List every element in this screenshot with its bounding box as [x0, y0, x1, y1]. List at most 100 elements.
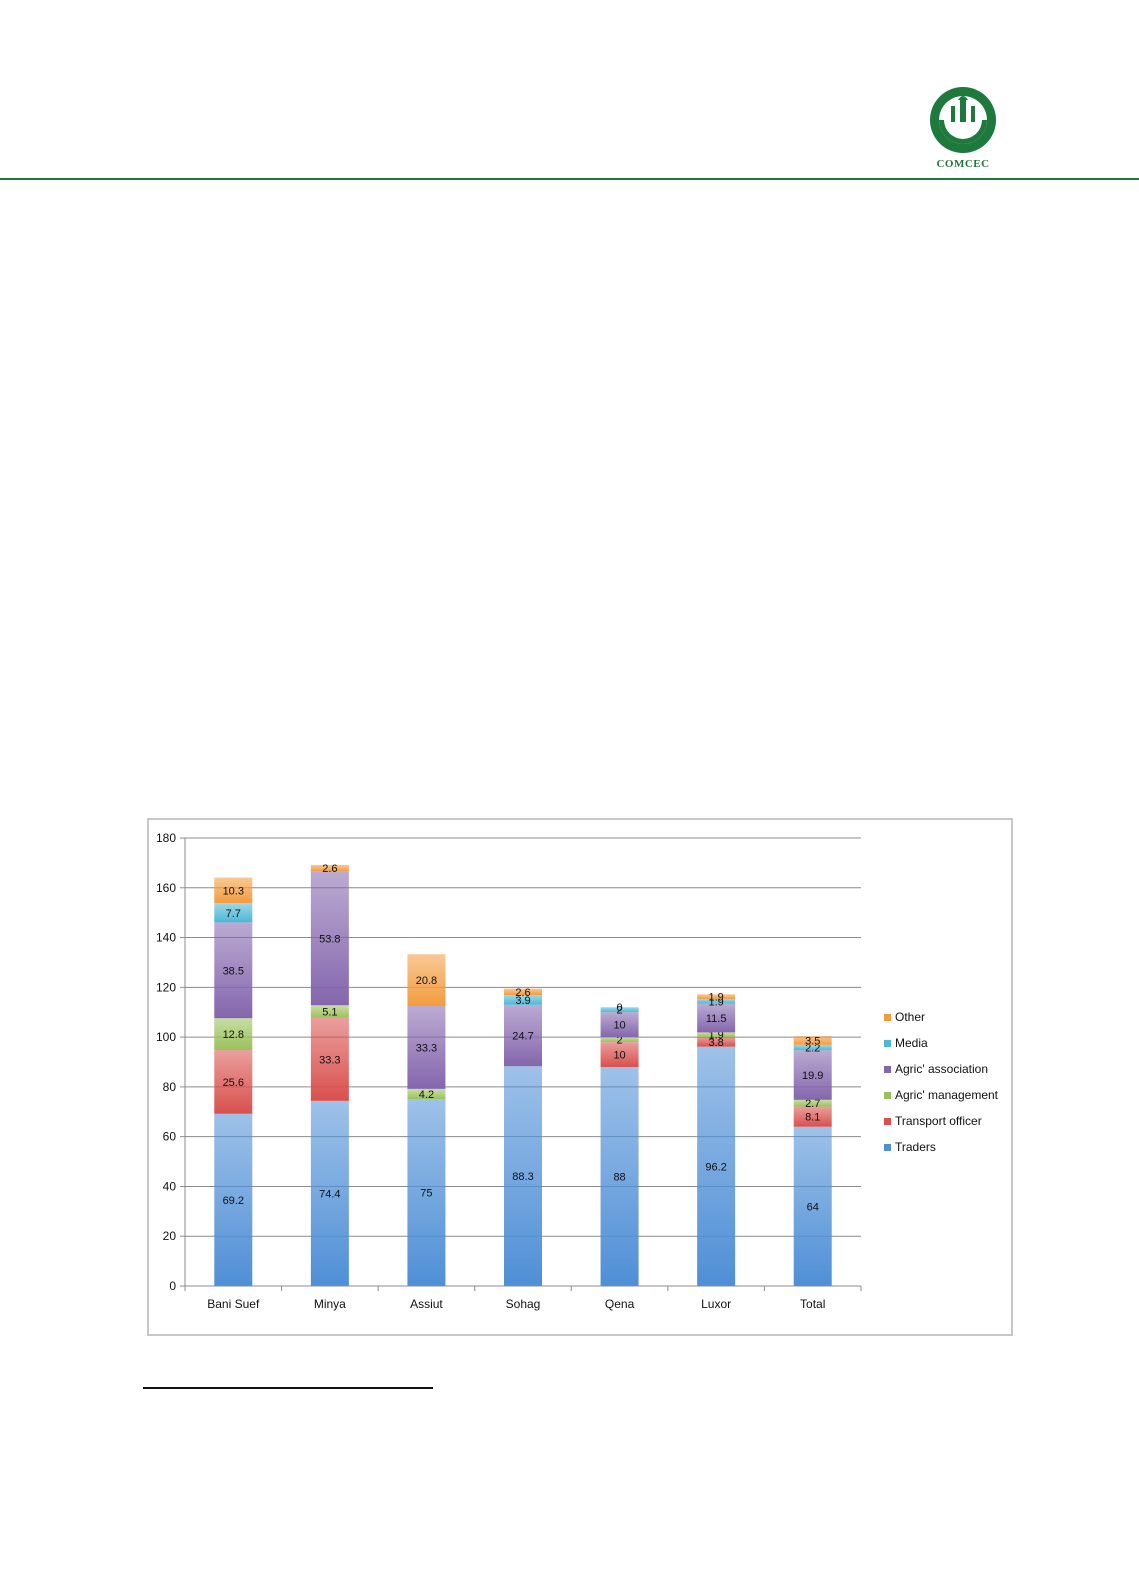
bar-segment	[310, 1005, 349, 1018]
bar-segment	[697, 994, 736, 1000]
data-label: 1.9	[708, 992, 723, 1004]
legend-item: Agric' association	[884, 1056, 998, 1082]
legend-swatch	[884, 1065, 891, 1073]
bar-segment	[310, 871, 349, 1006]
data-label: 2.6	[322, 863, 337, 875]
header-rule	[0, 178, 1139, 180]
legend-label: Media	[895, 1036, 928, 1050]
bar-segment	[697, 999, 736, 1004]
legend-label: Traders	[895, 1140, 936, 1154]
legend-swatch	[884, 1143, 891, 1151]
legend-label: Other	[895, 1010, 926, 1024]
data-label: 7.7	[226, 908, 241, 920]
y-tick-label: 80	[163, 1080, 177, 1094]
data-label: 10	[613, 1050, 625, 1062]
data-label: 33.3	[416, 1042, 437, 1054]
y-tick-label: 160	[156, 881, 176, 895]
x-tick-label: Total	[800, 1297, 825, 1311]
bar-segment	[697, 1046, 736, 1286]
data-label: 1.9	[708, 1030, 723, 1042]
data-label: 19.9	[802, 1070, 823, 1082]
bar-segment	[214, 922, 253, 1019]
y-tick-label: 120	[156, 980, 176, 994]
bar-segment	[504, 1066, 542, 1286]
bar-segment	[793, 1036, 832, 1045]
data-label: 8.1	[805, 1112, 820, 1124]
data-label: 2.6	[515, 987, 530, 999]
legend-label: Agric' association	[895, 1062, 988, 1076]
x-tick-label: Minya	[314, 1297, 346, 1311]
x-tick-label: Sohag	[506, 1297, 541, 1311]
data-label: 64	[807, 1201, 819, 1213]
bar-segment	[407, 1099, 446, 1286]
data-label: 10	[613, 1020, 625, 1032]
data-label: 0	[617, 1002, 623, 1014]
bar-segment	[793, 1050, 832, 1100]
bar-segment	[214, 1113, 253, 1286]
bar-segment	[793, 1099, 832, 1107]
data-label: 3.9	[515, 995, 530, 1007]
data-label: 20.8	[416, 975, 437, 987]
legend-swatch	[884, 1013, 891, 1021]
legend-swatch	[884, 1091, 891, 1099]
comcec-emblem-icon	[930, 87, 996, 153]
x-tick-label: Bani Suef	[207, 1297, 260, 1311]
legend-label: Transport officer	[895, 1114, 982, 1128]
data-label: 2.2	[805, 1043, 820, 1055]
bar-segment	[600, 1012, 639, 1038]
y-tick-label: 60	[163, 1130, 177, 1144]
footnote-rule	[143, 1387, 433, 1389]
y-tick-label: 0	[169, 1279, 176, 1293]
bar-segment	[407, 1088, 446, 1100]
data-label: 75	[420, 1188, 432, 1200]
x-tick-label: Assiut	[410, 1297, 443, 1311]
legend-label: Agric' management	[895, 1088, 999, 1102]
data-label: 96.2	[705, 1161, 726, 1173]
legend-swatch	[884, 1117, 891, 1125]
legend-item: Other	[884, 1004, 998, 1030]
legend-item: Agric' management	[884, 1082, 998, 1108]
bar-segment	[214, 1018, 253, 1051]
bar-segment	[407, 954, 446, 1006]
bar-segment	[310, 1100, 349, 1286]
bar-segment	[697, 1037, 736, 1047]
chart-frame: 0 20 40 60 80 100 120 140 160 180 69.2 25.6 12.8 38.5…	[147, 818, 1013, 1336]
data-label: 38.5	[223, 965, 244, 977]
data-label: 24.7	[512, 1030, 533, 1042]
y-tick-label: 20	[163, 1229, 177, 1243]
y-tick-label: 40	[163, 1179, 177, 1193]
y-tick-label: 180	[156, 831, 176, 845]
legend-item: Media	[884, 1030, 998, 1056]
data-label: 11.5	[706, 1013, 727, 1025]
legend-item: Traders	[884, 1134, 998, 1160]
bar-segment	[793, 1044, 832, 1051]
bar-segment	[504, 995, 542, 1005]
bar-segment	[793, 1106, 832, 1127]
bar-segment	[697, 1032, 736, 1038]
bar-segment	[310, 864, 349, 872]
data-label: 25.6	[223, 1077, 244, 1089]
data-label: 1.9	[708, 996, 723, 1008]
data-label: 10.3	[223, 885, 244, 897]
legend-item: Transport officer	[884, 1108, 998, 1134]
logo-text: COMCEC	[936, 158, 990, 170]
legend-swatch	[884, 1039, 891, 1047]
data-label: 88.3	[512, 1171, 533, 1183]
data-label: 74.4	[319, 1188, 340, 1200]
bar-segment	[697, 1003, 736, 1033]
data-label: 33.3	[319, 1054, 340, 1066]
bar-segment	[504, 1004, 542, 1067]
data-label: 69.2	[223, 1195, 244, 1207]
data-label: 3.8	[708, 1037, 723, 1049]
bar-segment	[214, 877, 253, 904]
x-tick-label: Luxor	[701, 1297, 731, 1311]
stacked-bar-chart: 02040608010012014016018069.225.612.838.5…	[156, 831, 862, 1311]
x-tick-label: Qena	[605, 1297, 635, 1311]
data-label: 3.5	[805, 1035, 820, 1047]
data-label: 2	[617, 1005, 623, 1017]
y-tick-label: 140	[156, 931, 176, 945]
bar-segment	[504, 988, 542, 996]
chart-legend: Other Media Agric' association Agric' manag…	[884, 1004, 998, 1160]
bar-segment	[600, 1042, 639, 1067]
bar-segment	[310, 1017, 349, 1101]
